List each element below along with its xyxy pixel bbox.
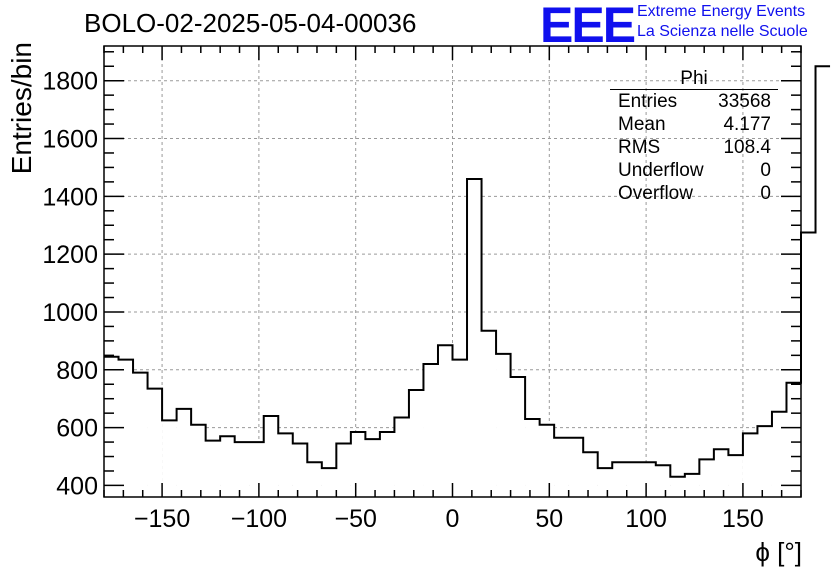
- histogram-bin: [452, 359, 468, 497]
- y-tick-label: 800: [56, 357, 98, 385]
- histogram-bin: [394, 417, 409, 497]
- histogram-bars: [104, 65, 831, 497]
- axis-ticks: [103, 46, 802, 497]
- histogram-bin: [815, 66, 831, 497]
- logo-caption-line1: Extreme Energy Events: [637, 3, 806, 20]
- histogram-outline: [104, 65, 831, 478]
- histogram-bin: [423, 364, 438, 497]
- histogram-bin: [626, 462, 642, 497]
- stats-label: Mean: [618, 114, 666, 135]
- y-tick-label: 1000: [42, 299, 98, 327]
- stats-label: Overflow: [618, 183, 693, 204]
- histogram-bin: [597, 468, 613, 497]
- stats-value: 108.4: [723, 137, 771, 158]
- x-tick-label: −150: [134, 505, 190, 533]
- histogram-bin: [249, 442, 264, 497]
- histogram-bin: [612, 462, 627, 497]
- histogram-bin: [757, 426, 772, 497]
- y-tick-label: 400: [56, 472, 98, 500]
- x-tick-label: 150: [722, 505, 764, 533]
- histogram-bin: [467, 178, 482, 497]
- x-tick-label: 0: [446, 505, 460, 533]
- logo-caption: Extreme Energy Events La Scienza nelle S…: [637, 2, 808, 42]
- x-axis-label: ϕ [°]: [755, 537, 802, 567]
- histogram-bin: [786, 382, 801, 497]
- stats-box: Phi Entries 33568 Mean 4.177 RMS 108.4 U…: [610, 68, 778, 205]
- histogram-bin: [191, 424, 206, 497]
- histogram-bin: [510, 377, 526, 497]
- histogram-bin: [568, 437, 584, 497]
- histogram-bin: [118, 359, 134, 497]
- histogram-bin: [713, 449, 729, 497]
- x-tick-label: 100: [625, 505, 667, 533]
- stats-value: 4.177: [723, 114, 771, 135]
- histogram-bin: [771, 411, 787, 497]
- y-tick-label: 1600: [42, 126, 98, 154]
- histogram-bin: [263, 416, 279, 497]
- histogram-bin: [176, 408, 192, 497]
- histogram-bin: [234, 442, 250, 497]
- stats-label: RMS: [618, 137, 661, 158]
- histogram-bin: [525, 418, 540, 497]
- histogram-bin: [321, 468, 337, 497]
- histogram-bin: [147, 388, 163, 497]
- histogram-bin: [408, 390, 424, 497]
- histogram-bin: [307, 462, 322, 497]
- eee-logo: EEE: [540, 0, 636, 53]
- y-tick-label: 600: [56, 415, 98, 443]
- histogram-bin: [350, 431, 366, 497]
- stats-row-rms: RMS 108.4: [610, 136, 778, 159]
- chart-title: BOLO-02-2025-05-04-00036: [84, 8, 417, 38]
- histogram-bin: [220, 436, 235, 497]
- y-tick-label: 1800: [42, 68, 98, 96]
- histogram-bin: [379, 431, 395, 497]
- y-tick-label: 1400: [42, 183, 98, 211]
- histogram-bin: [699, 459, 714, 497]
- y-tick-labels: 400 600 800 1000 1200 1400 1600 1800: [42, 68, 98, 501]
- histogram-bin: [742, 433, 758, 497]
- stats-value: 0: [760, 160, 771, 181]
- stats-value: 33568: [718, 91, 771, 112]
- histogram-bin: [336, 443, 351, 497]
- histogram-bin: [481, 330, 497, 497]
- histogram-bin: [641, 462, 656, 497]
- histogram-bin: [205, 440, 221, 497]
- stats-value: 0: [760, 183, 771, 204]
- stats-label: Entries: [618, 91, 678, 112]
- histogram-bin: [655, 465, 671, 497]
- y-axis-label: Entries/bin: [6, 42, 37, 174]
- histogram-bin: [365, 439, 380, 497]
- histogram-bin: [437, 345, 453, 497]
- x-tick-labels: −150 −100 −50 0 50 100 150: [134, 505, 764, 533]
- histogram-bin: [539, 424, 555, 497]
- histogram-bin: [292, 443, 308, 497]
- histogram-bin: [133, 372, 148, 497]
- histogram-bin: [728, 455, 743, 497]
- histogram-bin: [801, 232, 816, 497]
- x-tick-label: −50: [334, 505, 376, 533]
- histogram-bin: [670, 476, 685, 497]
- histogram-bin: [554, 437, 569, 497]
- stats-label: Underflow: [618, 160, 704, 181]
- stats-row-entries: Entries 33568: [610, 90, 778, 113]
- histogram-bin: [684, 473, 700, 497]
- histogram-bin: [496, 353, 511, 497]
- stats-title: Phi: [610, 68, 778, 90]
- y-tick-label: 1200: [42, 241, 98, 269]
- x-tick-label: −100: [231, 505, 287, 533]
- stats-row-overflow: Overflow 0: [610, 182, 778, 205]
- stats-row-mean: Mean 4.177: [610, 113, 778, 136]
- histogram-bin: [278, 433, 293, 497]
- stats-row-underflow: Underflow 0: [610, 159, 778, 182]
- histogram-bin: [162, 420, 177, 497]
- logo-caption-line2: La Scienza nelle Scuole: [637, 23, 808, 40]
- x-tick-label: 50: [535, 505, 563, 533]
- histogram-bin: [583, 452, 598, 497]
